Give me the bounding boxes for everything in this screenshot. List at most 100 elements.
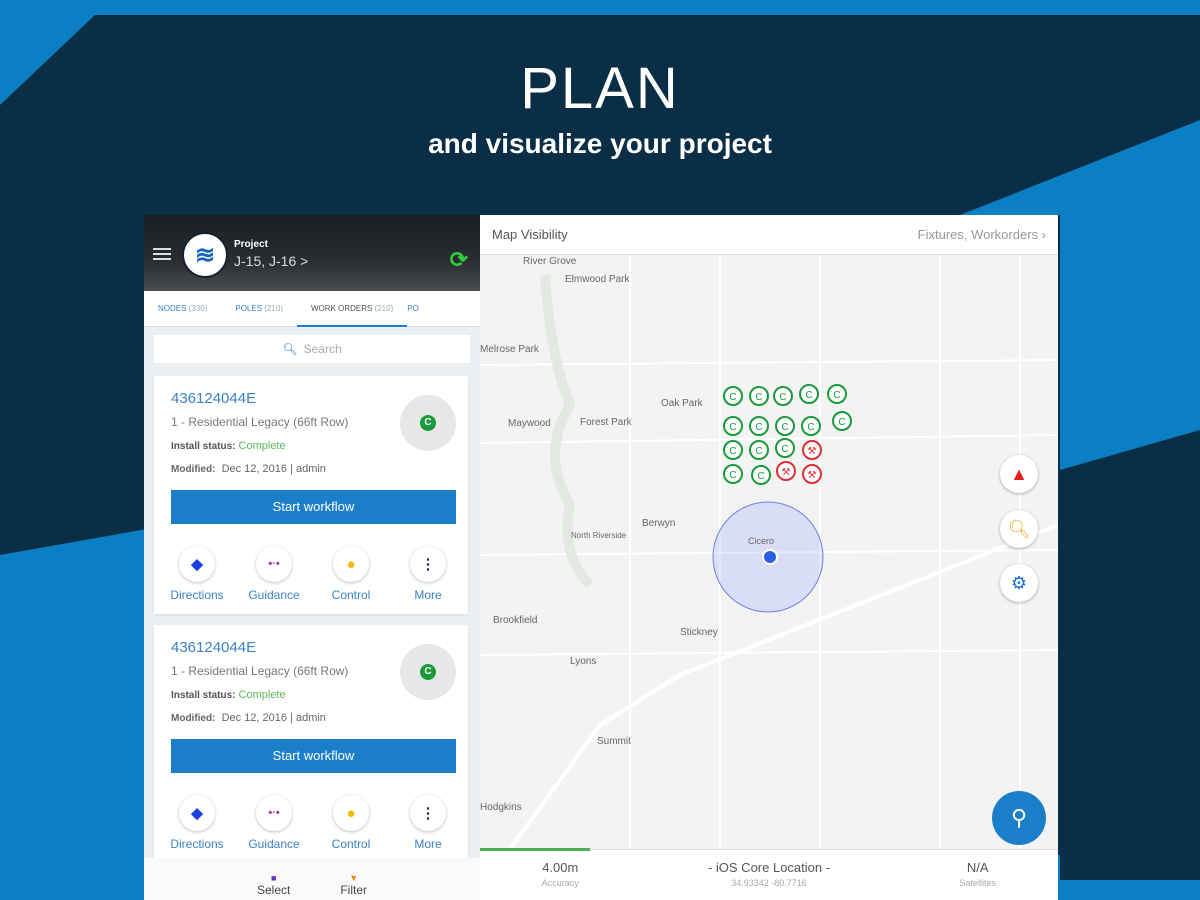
tab-nodes[interactable]: NODES (330)	[144, 291, 221, 327]
marker-glyph: ⚒	[808, 470, 817, 481]
map-search-icon: 🔍︎	[1007, 518, 1031, 539]
search-input[interactable]: 🔍︎ Search	[154, 335, 470, 363]
navigation-arrow-icon: ▲	[1010, 463, 1028, 484]
status-label: Install status:	[171, 690, 236, 701]
tab-label: POLES	[235, 303, 263, 313]
directions-button[interactable]: ◆ Directions	[160, 795, 234, 851]
control-button[interactable]: ● Control	[314, 795, 388, 851]
guidance-button[interactable]: •·• Guidance	[237, 546, 311, 602]
guidance-icon: •·•	[256, 546, 292, 582]
action-label: Guidance	[248, 837, 300, 851]
zoom-search-button[interactable]: 🔍︎	[1000, 510, 1038, 548]
more-button[interactable]: ⋮ More	[391, 546, 465, 602]
action-label: More	[414, 837, 442, 851]
work-order-id[interactable]: 436124044E	[171, 390, 257, 407]
tab-count: (330)	[188, 303, 208, 313]
modified-label: Modified:	[171, 464, 216, 475]
bottom-toolbar: ■ Select ▼ Filter	[144, 858, 480, 900]
install-status: Install status: Complete	[171, 440, 286, 452]
bulb-icon: ●	[333, 795, 369, 831]
map-panel: Map Visibility Fixtures, Workorders › C C C…	[480, 215, 1058, 900]
map-thumbnail[interactable]: C	[400, 644, 456, 700]
map-canvas[interactable]: C C C C CC C C C CC C C ⚒C C ⚒ ⚒	[480, 255, 1058, 849]
modified-info: Modified: Dec 12, 2016 | admin	[171, 712, 326, 724]
map-place-label: Stickney	[680, 627, 718, 638]
map-place-label: Oak Park	[661, 398, 703, 409]
action-label: Directions	[170, 588, 224, 602]
status-value: Complete	[238, 689, 286, 701]
marker-glyph: C	[729, 446, 736, 457]
status-label: Install status:	[171, 441, 236, 452]
gps-progress-bar	[480, 848, 590, 851]
guidance-button[interactable]: •·• Guidance	[237, 795, 311, 851]
satellites-label: Satellites	[959, 878, 996, 888]
marker-glyph: C	[755, 446, 762, 457]
map-place-label: River Grove	[523, 256, 577, 267]
more-button[interactable]: ⋮ More	[391, 795, 465, 851]
tab-count: (210)	[374, 303, 394, 313]
filter-button[interactable]: ▼ Filter	[340, 873, 367, 897]
work-order-card[interactable]: 436124044E 1 - Residential Legacy (66ft …	[154, 376, 468, 614]
modified-info: Modified: Dec 12, 2016 | admin	[171, 463, 326, 475]
control-button[interactable]: ● Control	[314, 546, 388, 602]
fixture-marker-icon	[723, 464, 743, 484]
tab-label: WORK ORDERS	[310, 303, 373, 313]
fixture-marker-icon	[773, 386, 793, 406]
map-visibility-row[interactable]: Map Visibility Fixtures, Workorders ›	[480, 215, 1058, 255]
fixture-marker-icon	[775, 416, 795, 436]
compass-button[interactable]: ▲	[1000, 455, 1038, 493]
modified-value: Dec 12, 2016 | admin	[221, 463, 326, 475]
directions-button[interactable]: ◆ Directions	[160, 546, 234, 602]
add-location-button[interactable]: ⚲	[992, 791, 1046, 845]
fixture-marker-icon	[832, 411, 852, 431]
marker-glyph: C	[729, 422, 736, 433]
work-order-card[interactable]: 436124044E 1 - Residential Legacy (66ft …	[154, 625, 468, 863]
tab-more[interactable]: PO	[407, 291, 419, 327]
map-streets	[480, 255, 1058, 849]
work-order-id[interactable]: 436124044E	[171, 639, 257, 656]
marker-glyph: C	[729, 392, 736, 403]
modified-value: Dec 12, 2016 | admin	[221, 712, 326, 724]
map-place-label: Elmwood Park	[565, 274, 630, 285]
map-place-label: Brookfield	[493, 615, 538, 626]
hamburger-icon[interactable]	[153, 248, 171, 260]
location-status-bar: 4.00m Accuracy - iOS Core Location - 34.93…	[480, 848, 1058, 900]
sync-icon[interactable]: ⟳	[449, 247, 468, 272]
hero-title: PLAN	[520, 56, 680, 121]
marker-glyph: ⚒	[808, 446, 817, 457]
fixture-marker-icon	[749, 416, 769, 436]
fixture-marker-icon	[749, 386, 769, 406]
more-icon: ⋮	[410, 546, 446, 582]
accuracy-label: Accuracy	[541, 878, 579, 888]
marker-glyph: C	[729, 470, 736, 481]
accuracy-value: 4.00m	[542, 860, 579, 875]
current-location-marker	[762, 549, 778, 565]
fixture-marker-icon	[723, 416, 743, 436]
map-thumbnail[interactable]: C	[400, 395, 456, 451]
satellites-value: N/A	[966, 860, 989, 875]
add-pin-icon: ⚲	[1010, 805, 1028, 830]
complete-marker-icon: C	[420, 415, 436, 431]
map-place-label: Lyons	[570, 656, 597, 667]
marker-glyph: ⚒	[782, 467, 791, 478]
tab-poles[interactable]: POLES (210)	[221, 291, 297, 327]
select-button[interactable]: ■ Select	[257, 873, 290, 897]
marker-glyph: C	[838, 417, 845, 428]
map-place-label: Hodgkins	[480, 802, 522, 813]
guidance-icon: •·•	[256, 795, 292, 831]
fixture-marker-icon	[799, 384, 819, 404]
tab-label: PO	[407, 303, 419, 313]
select-label: Select	[256, 883, 291, 897]
start-workflow-button[interactable]: Start workflow	[171, 739, 456, 773]
app-logo: ≋	[182, 232, 228, 278]
fixture-marker-icon	[801, 416, 821, 436]
gear-icon: ⚙	[1010, 572, 1028, 593]
start-workflow-button[interactable]: Start workflow	[171, 490, 456, 524]
fixture-marker-icon	[723, 386, 743, 406]
project-label: Project	[234, 239, 268, 250]
fixture-marker-icon	[827, 384, 847, 404]
settings-button[interactable]: ⚙	[1000, 564, 1038, 602]
map-place-label: North Riverside	[571, 531, 627, 540]
tab-work-orders[interactable]: WORK ORDERS (210)	[296, 291, 408, 327]
project-selector[interactable]: J-15, J-16 >	[234, 253, 309, 269]
